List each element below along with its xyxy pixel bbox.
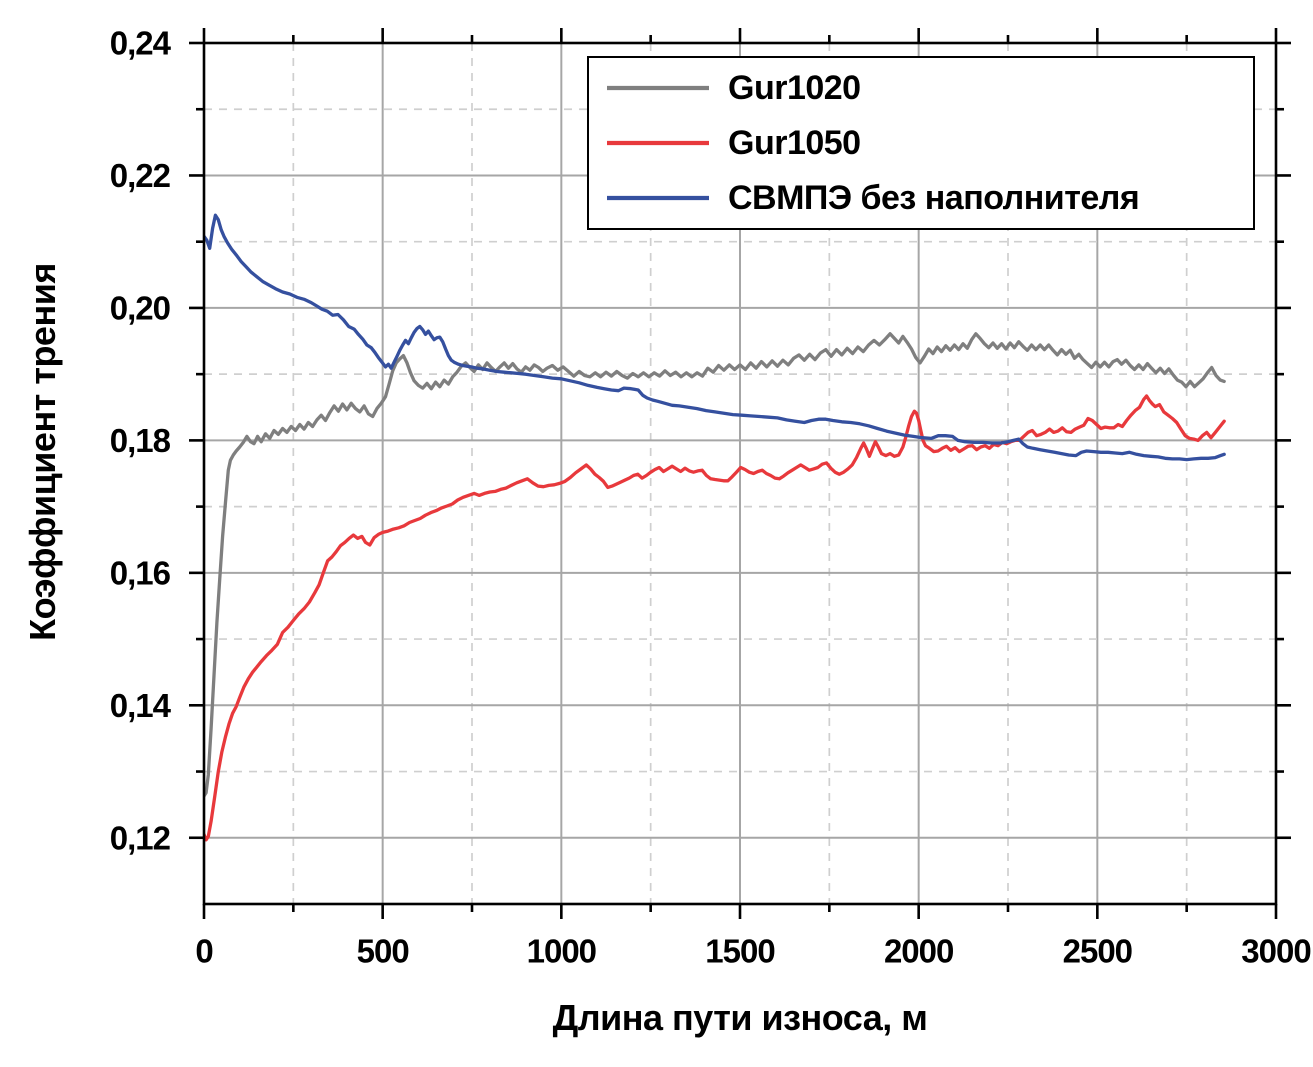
series-line--: [204, 213, 1226, 462]
y-tick-label: 0,18: [110, 422, 171, 459]
x-tick-label: 1500: [705, 933, 774, 970]
legend-label-gur1050: Gur1050: [728, 124, 861, 162]
x-axis-title: Длина пути износа, м: [553, 997, 928, 1038]
x-tick-label: 0: [195, 933, 212, 970]
legend-label-gur1020: Gur1020: [728, 69, 861, 107]
y-tick-label: 0,12: [110, 819, 171, 856]
x-tick-label: 3000: [1241, 933, 1310, 970]
series-lines: [204, 213, 1226, 842]
legend: Gur1020 Gur1050 СВМПЭ без наполнителя: [587, 56, 1255, 230]
y-tick-label: 0,20: [110, 289, 170, 326]
y-tick-label: 0,22: [110, 157, 171, 194]
series-line-gur1020: [204, 332, 1226, 798]
x-tick-label: 500: [357, 933, 409, 970]
y-axis-title: Коэффициент трения: [22, 263, 63, 641]
axis-ticks: [189, 28, 1291, 919]
y-tick-label: 0,24: [110, 25, 172, 62]
x-tick-label: 1000: [527, 933, 596, 970]
x-tick-label: 2000: [884, 933, 953, 970]
x-axis-tick-labels: 0 500 1000 1500 2000 2500 3000: [195, 933, 1311, 970]
legend-label-uhmwpe: СВМПЭ без наполнителя: [728, 179, 1139, 217]
y-tick-label: 0,16: [110, 554, 171, 591]
series-line-gur1050: [204, 394, 1226, 842]
y-tick-label: 0,14: [110, 687, 172, 724]
y-axis-tick-labels: 0,12 0,14 0,16 0,18 0,20 0,22 0,24: [110, 25, 173, 857]
x-tick-label: 2500: [1063, 933, 1132, 970]
